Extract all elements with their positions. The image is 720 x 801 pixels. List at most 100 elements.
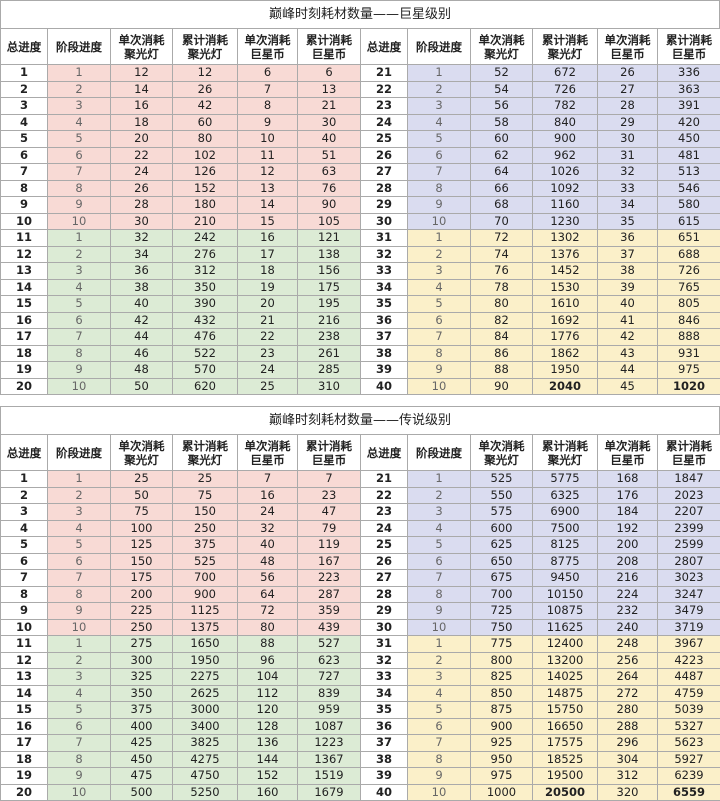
table-cell: 33 xyxy=(597,179,658,197)
table-cell: 10875 xyxy=(532,602,598,620)
table-cell: 850 xyxy=(470,684,533,702)
table-block: 巅峰时刻耗材数量——巨星级别 总进度 阶段进度 单次消耗 聚光灯 累计消耗 聚光灯 单次消耗… xyxy=(0,0,720,395)
table-cell: 1 xyxy=(407,229,471,247)
table-cell: 7 xyxy=(407,328,471,346)
table-cell: 88 xyxy=(470,361,533,379)
table-cell: 24 xyxy=(237,503,298,521)
table-cell: 2040 xyxy=(532,377,598,395)
header-cell: 阶段进度 xyxy=(407,28,471,65)
table-cell: 3479 xyxy=(657,602,720,620)
header-row: 总进度 阶段进度 单次消耗 聚光灯 累计消耗 聚光灯 单次消耗 巨星币 累计消耗 巨星币 总进度 阶段… xyxy=(0,28,720,65)
table-cell: 84 xyxy=(470,328,533,346)
table-cell: 26 xyxy=(597,64,658,82)
table-cell: 1862 xyxy=(532,344,598,362)
table-cell: 12 xyxy=(0,651,48,669)
data-row: 17 7 425 3825 136 1223 37 7 925 17575 296 5623 xyxy=(0,734,720,752)
table-cell: 126 xyxy=(172,163,238,181)
table-cell: 10 xyxy=(47,212,111,230)
table-cell: 5 xyxy=(47,295,111,313)
table-cell: 35 xyxy=(597,212,658,230)
table-cell: 22 xyxy=(110,146,173,164)
table-cell: 3400 xyxy=(172,717,238,735)
table-cell: 8 xyxy=(407,585,471,603)
table-cell: 575 xyxy=(470,503,533,521)
header-cell: 单次消耗 巨星币 xyxy=(597,28,658,65)
header-text: 阶段进度 xyxy=(416,39,462,54)
table-cell: 2023 xyxy=(657,486,720,504)
data-table: 总进度 阶段进度 单次消耗 聚光灯 累计消耗 聚光灯 单次消耗 巨星币 累计消耗 巨星币 总进度 阶段… xyxy=(0,28,720,395)
table-cell: 62 xyxy=(470,146,533,164)
table-cell: 1160 xyxy=(532,196,598,214)
table-cell: 256 xyxy=(597,651,658,669)
table-cell: 150 xyxy=(110,552,173,570)
table-cell: 14 xyxy=(0,278,48,296)
table-cell: 7 xyxy=(47,163,111,181)
table-cell: 4 xyxy=(47,684,111,702)
data-row: 9 9 225 1125 72 359 29 9 725 10875 232 3479 xyxy=(0,602,720,620)
table-cell: 5 xyxy=(407,295,471,313)
table-cell: 7 xyxy=(47,328,111,346)
table-cell: 310 xyxy=(297,377,361,395)
table-cell: 39 xyxy=(597,278,658,296)
table-cell: 70 xyxy=(470,212,533,230)
table-cell: 58 xyxy=(470,113,533,131)
table-cell: 727 xyxy=(297,668,361,686)
table-cell: 420 xyxy=(657,113,720,131)
table-cell: 17 xyxy=(0,734,48,752)
data-row: 12 2 300 1950 96 623 32 2 800 13200 256 4223 xyxy=(0,651,720,669)
table-cell: 232 xyxy=(597,602,658,620)
table-cell: 90 xyxy=(470,377,533,395)
table-cell: 570 xyxy=(172,361,238,379)
table-cell: 10 xyxy=(47,783,111,801)
table-cell: 75 xyxy=(172,486,238,504)
table-cell: 8 xyxy=(47,344,111,362)
header-text: 巨星币 xyxy=(311,46,347,61)
table-cell: 224 xyxy=(597,585,658,603)
table-cell: 1367 xyxy=(297,750,361,768)
table-cell: 7 xyxy=(0,569,48,587)
table-cell: 180 xyxy=(172,196,238,214)
table-cell: 80 xyxy=(470,295,533,313)
table-cell: 78 xyxy=(470,278,533,296)
data-row: 7 7 24 126 12 63 27 7 64 1026 32 513 xyxy=(0,163,720,181)
header-text: 聚光灯 xyxy=(187,46,223,61)
table-cell: 475 xyxy=(110,767,173,785)
table-cell: 10 xyxy=(407,618,471,636)
table-cell: 7 xyxy=(47,569,111,587)
data-row: 3 3 75 150 24 47 23 3 575 6900 184 2207 xyxy=(0,503,720,521)
table-cell: 782 xyxy=(532,97,598,115)
table-cell: 1950 xyxy=(172,651,238,669)
table-cell: 375 xyxy=(110,701,173,719)
table-cell: 36 xyxy=(360,311,408,329)
header-text: 聚光灯 xyxy=(547,46,583,61)
table-cell: 1020 xyxy=(657,377,720,395)
table-cell: 615 xyxy=(657,212,720,230)
table-cell: 38 xyxy=(360,344,408,362)
table-cell: 14 xyxy=(237,196,298,214)
table-cell: 6 xyxy=(47,146,111,164)
header-text: 单次消耗 xyxy=(244,32,291,47)
table-cell: 350 xyxy=(172,278,238,296)
table-cell: 312 xyxy=(172,262,238,280)
table-cell: 104 xyxy=(237,668,298,686)
table-cell: 82 xyxy=(470,311,533,329)
table-cell: 28 xyxy=(360,179,408,197)
table-cell: 36 xyxy=(597,229,658,247)
header-text: 累计消耗 xyxy=(542,438,588,453)
table-cell: 3247 xyxy=(657,585,720,603)
table-cell: 288 xyxy=(597,717,658,735)
table-cell: 238 xyxy=(297,328,361,346)
table-cell: 5 xyxy=(0,130,48,148)
table-cell: 34 xyxy=(360,684,408,702)
table-cell: 2 xyxy=(407,245,471,263)
table-cell: 6239 xyxy=(657,767,720,785)
table-cell: 250 xyxy=(110,618,173,636)
table-cell: 30 xyxy=(297,113,361,131)
table-cell: 3 xyxy=(0,97,48,115)
table-cell: 425 xyxy=(110,734,173,752)
header-text: 总进度 xyxy=(366,39,402,54)
table-cell: 27 xyxy=(360,569,408,587)
table-cell: 60 xyxy=(470,130,533,148)
data-row: 9 9 28 180 14 90 29 9 68 1160 34 580 xyxy=(0,196,720,214)
table-cell: 1092 xyxy=(532,179,598,197)
